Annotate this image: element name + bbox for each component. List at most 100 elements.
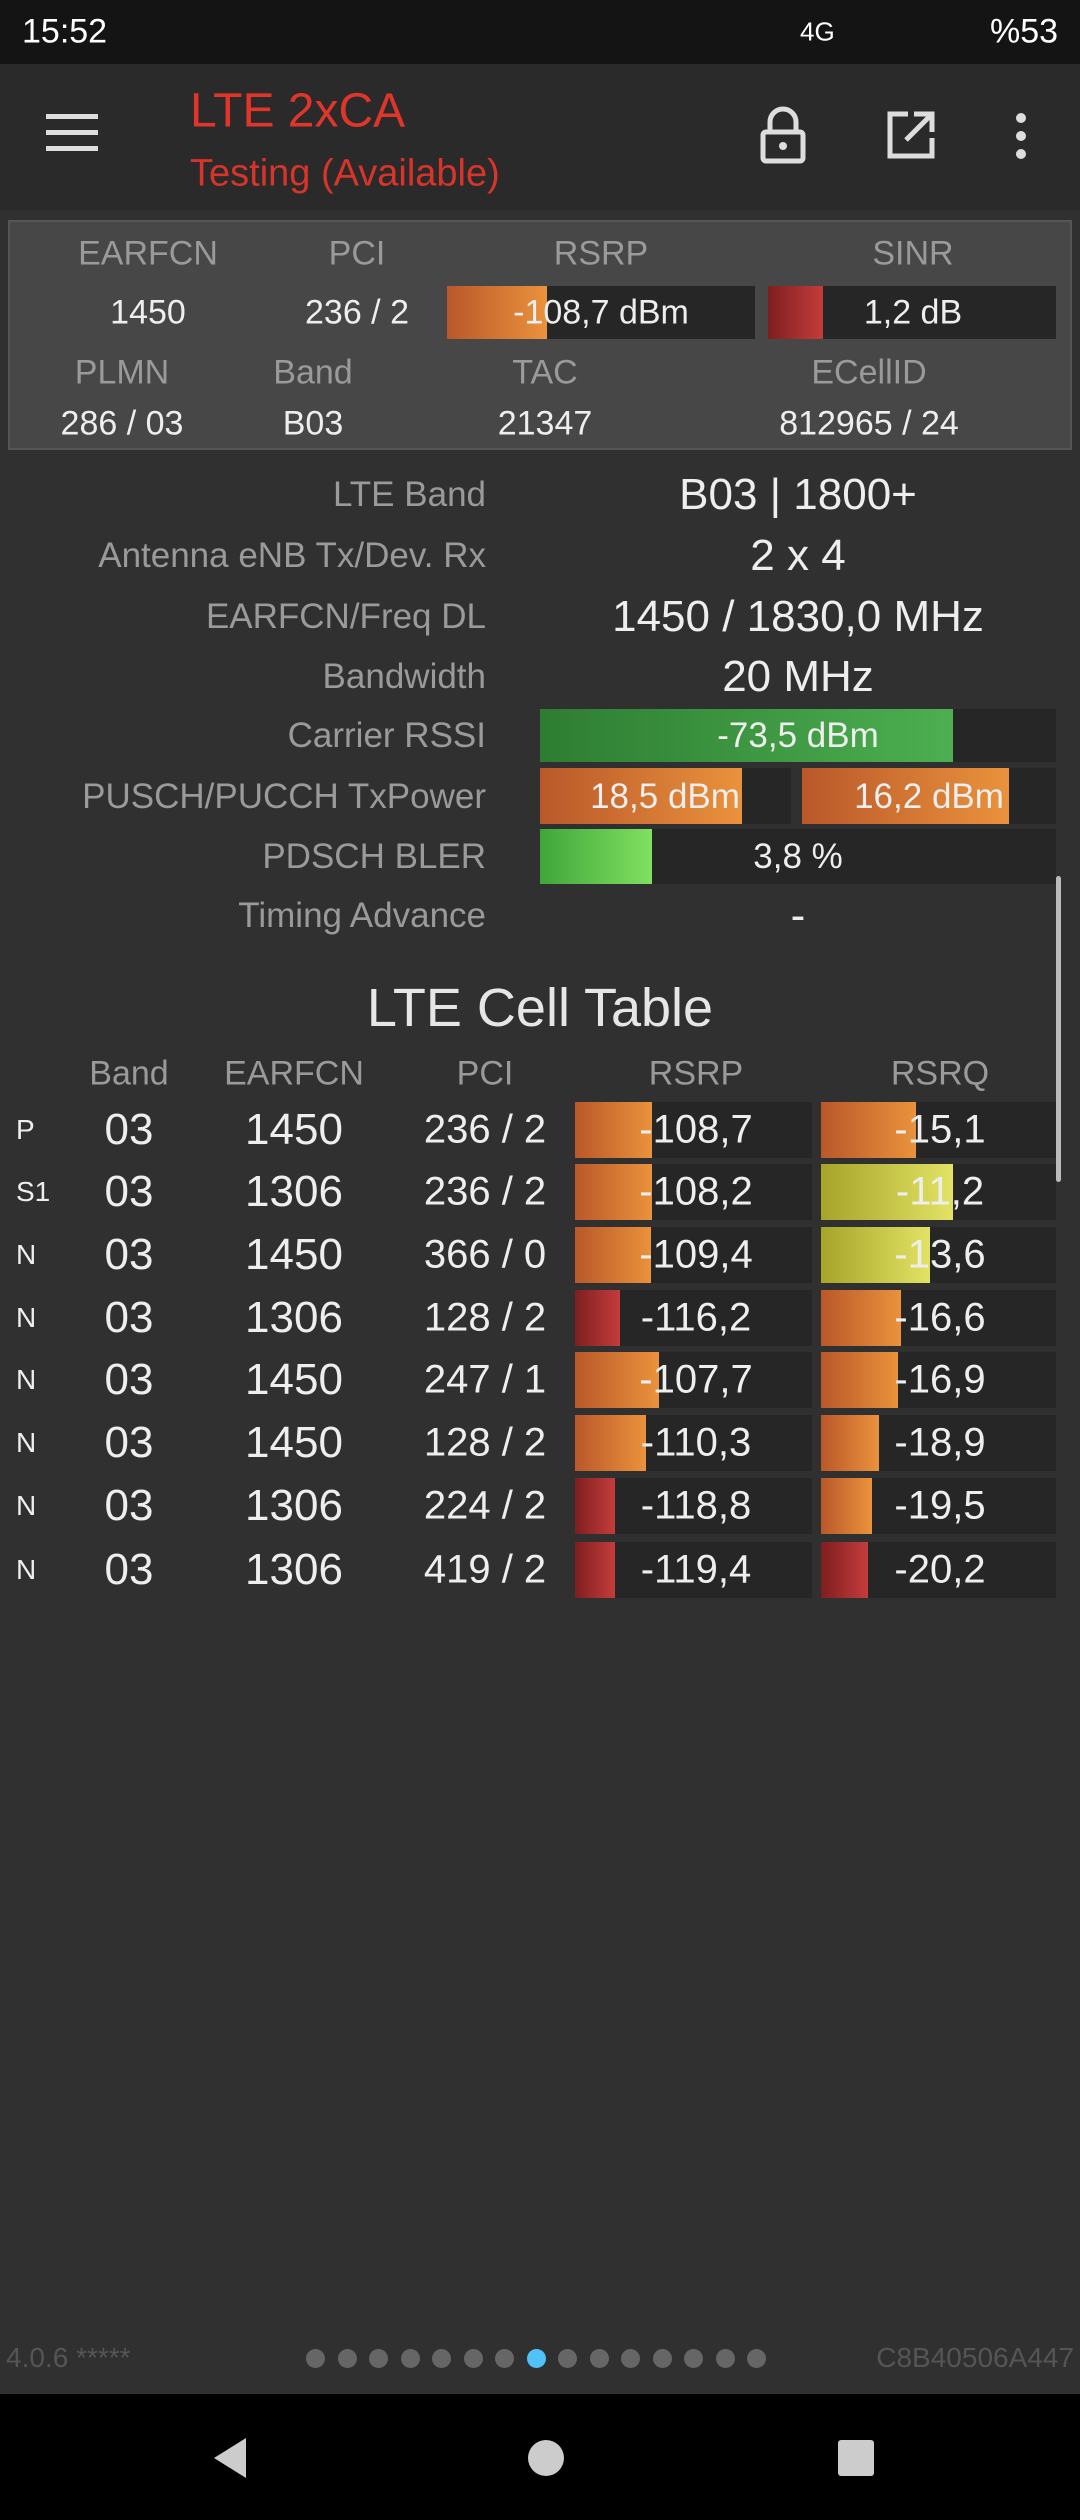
open-external-button[interactable] bbox=[886, 110, 936, 160]
cell-earfcn: 1450 bbox=[245, 1105, 343, 1154]
bar-fill bbox=[821, 1352, 898, 1408]
status-time: 15:52 bbox=[22, 12, 108, 51]
detail-label: Carrier RSSI bbox=[287, 716, 486, 755]
detail-value: 20 MHz bbox=[722, 652, 874, 701]
bar-fill bbox=[575, 1542, 615, 1598]
cell-rsrq: -13,6 bbox=[894, 1232, 986, 1277]
page-indicator bbox=[463, 2349, 483, 2368]
column-header: RSRQ bbox=[890, 1054, 990, 1093]
status-bar bbox=[0, 0, 1080, 64]
detail-label: Bandwidth bbox=[322, 657, 486, 696]
lock-button[interactable] bbox=[760, 106, 806, 164]
bar-fill bbox=[821, 1415, 879, 1471]
page-indicator bbox=[432, 2349, 451, 2368]
bar-fill bbox=[540, 709, 953, 762]
summary-value: 1450 bbox=[110, 293, 186, 332]
page-indicator bbox=[306, 2349, 325, 2368]
cell-rsrp: -110,3 bbox=[640, 1420, 752, 1465]
row-type: P bbox=[16, 1114, 35, 1145]
cell-pci: 224 / 2 bbox=[423, 1483, 547, 1528]
cell-band: 03 bbox=[104, 1545, 154, 1594]
page-indicator bbox=[715, 2349, 735, 2368]
page-indicator bbox=[337, 2349, 357, 2368]
back-button[interactable] bbox=[210, 2436, 250, 2480]
cell-rsrq: -11,2 bbox=[895, 1169, 985, 1214]
summary-header: TAC bbox=[512, 353, 578, 392]
detail-value: 18,5 dBm bbox=[590, 777, 740, 816]
page-indicator bbox=[621, 2349, 640, 2368]
table-title: LTE Cell Table bbox=[366, 978, 714, 1038]
detail-label: PUSCH/PUCCH TxPower bbox=[82, 777, 486, 816]
summary-header: ECellID bbox=[811, 353, 927, 392]
bar-fill bbox=[575, 1164, 652, 1220]
cell-band: 03 bbox=[104, 1481, 154, 1530]
cell-earfcn: 1450 bbox=[245, 1230, 343, 1279]
cell-earfcn: 1306 bbox=[245, 1167, 343, 1216]
bar-fill bbox=[802, 768, 1009, 824]
cell-rsrq: -19,5 bbox=[894, 1483, 986, 1528]
page-indicator bbox=[558, 2349, 577, 2368]
cell-pci: 236 / 2 bbox=[423, 1107, 547, 1152]
summary-value: 286 / 03 bbox=[60, 404, 184, 443]
bar-fill bbox=[540, 829, 652, 884]
toolbar-subtitle: Testing (Available) bbox=[190, 152, 500, 195]
bar-fill bbox=[575, 1352, 659, 1408]
cell-band: 03 bbox=[104, 1293, 154, 1342]
bar-fill bbox=[540, 768, 742, 824]
home-button[interactable] bbox=[526, 2438, 566, 2478]
cell-rsrp: -116,2 bbox=[640, 1295, 752, 1340]
cell-pci: 128 / 2 bbox=[423, 1420, 547, 1465]
cell-pci: 236 / 2 bbox=[423, 1169, 547, 1214]
cell-earfcn: 1306 bbox=[245, 1293, 343, 1342]
summary-value: B03 bbox=[282, 404, 344, 443]
row-type: N bbox=[16, 1427, 37, 1458]
summary-value: 1,2 dB bbox=[863, 293, 963, 332]
cell-rsrp: -109,4 bbox=[639, 1232, 753, 1277]
detail-value: B03 | 1800+ bbox=[679, 470, 917, 519]
detail-label: PDSCH BLER bbox=[262, 837, 486, 876]
toolbar-title: LTE 2xCA bbox=[190, 84, 406, 138]
menu-button[interactable] bbox=[46, 112, 98, 154]
more-button[interactable] bbox=[1014, 112, 1028, 160]
cell-pci: 366 / 0 bbox=[423, 1232, 547, 1277]
bar-fill bbox=[821, 1227, 930, 1283]
scrollbar bbox=[1056, 876, 1061, 1182]
row-type: N bbox=[16, 1364, 37, 1395]
version: 4.0.6 ***** bbox=[6, 2342, 131, 2373]
cell-rsrq: -20,2 bbox=[894, 1547, 986, 1592]
detail-label: Antenna eNB Tx/Dev. Rx bbox=[98, 536, 486, 575]
summary-header: PCI bbox=[328, 234, 386, 273]
detail-value: -73,5 dBm bbox=[717, 716, 879, 755]
cell-earfcn: 1450 bbox=[245, 1355, 343, 1404]
cell-rsrp: -108,7 bbox=[639, 1107, 753, 1152]
bar-fill bbox=[821, 1542, 868, 1598]
detail-value: 3,8 % bbox=[753, 837, 843, 876]
cell-rsrp: -107,7 bbox=[639, 1357, 753, 1402]
recents-button[interactable] bbox=[838, 2440, 874, 2476]
cell-band: 03 bbox=[104, 1167, 154, 1216]
page-indicator bbox=[369, 2349, 388, 2368]
detail-value: 1450 / 1830,0 MHz bbox=[612, 592, 984, 641]
page-indicator bbox=[747, 2349, 766, 2368]
page-indicator bbox=[400, 2349, 420, 2368]
row-type: N bbox=[16, 1554, 37, 1585]
bar-fill bbox=[447, 286, 547, 339]
summary-value: 236 / 2 bbox=[305, 293, 409, 332]
row-type: N bbox=[16, 1490, 37, 1521]
bar-fill bbox=[575, 1290, 620, 1346]
cell-rsrq: -15,1 bbox=[894, 1107, 986, 1152]
toolbar bbox=[0, 64, 1080, 210]
page-indicator bbox=[652, 2349, 672, 2368]
detail-label: LTE Band bbox=[332, 475, 486, 514]
row-type: N bbox=[16, 1302, 37, 1333]
cell-band: 03 bbox=[104, 1230, 154, 1279]
bar-fill bbox=[575, 1227, 651, 1283]
detail-value: 2 x 4 bbox=[750, 531, 846, 580]
row-type: S1 bbox=[16, 1176, 51, 1207]
page-indicator bbox=[526, 2349, 546, 2368]
summary-header: RSRP bbox=[553, 234, 649, 273]
bar-fill bbox=[821, 1290, 901, 1346]
cell-rsrq: -16,6 bbox=[894, 1295, 986, 1340]
summary-header: SINR bbox=[872, 234, 954, 273]
